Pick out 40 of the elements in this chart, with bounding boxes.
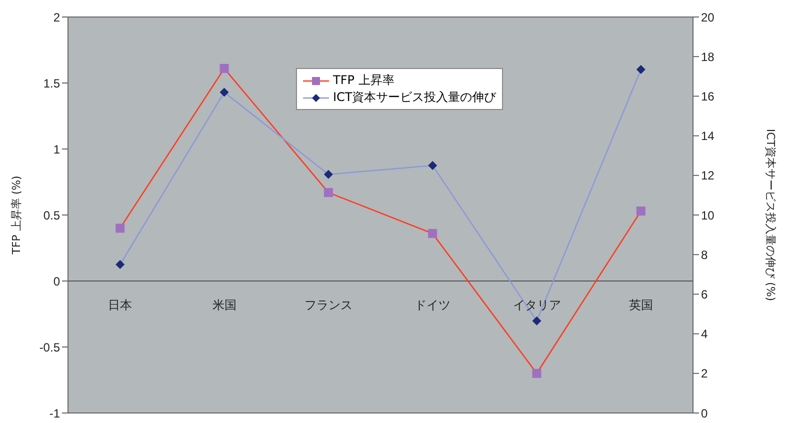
y-tick-label: 1 [53, 142, 60, 156]
y-tick-label: 1.5 [43, 76, 60, 90]
point [220, 88, 229, 97]
y2-tick-label: 18 [701, 50, 715, 64]
point [532, 368, 542, 378]
x-tick-label: 米国 [212, 298, 236, 312]
y2-tick-label: 14 [701, 129, 715, 144]
point [324, 188, 333, 198]
point [428, 161, 438, 170]
legend-label: ICT資本サービス投入量の伸び [333, 89, 496, 106]
point [428, 228, 438, 238]
y-tick-label: -0.5 [39, 340, 60, 354]
point [532, 316, 542, 326]
legend-label: TFP 上昇率 [333, 72, 394, 89]
y2-tick-label: 4 [701, 327, 708, 342]
point [220, 64, 229, 73]
y2-tick-label: 6 [701, 287, 708, 302]
y2-tick-label: 2 [701, 366, 708, 381]
y-tick-label: 0.5 [43, 208, 60, 222]
point [324, 170, 333, 179]
point [636, 206, 646, 216]
y2-tick-label: 8 [701, 248, 708, 262]
y-axis-title: TFP 上昇率 (%) [10, 176, 23, 256]
y2-tick-label: 20 [701, 10, 715, 24]
y2-tick-label: 0 [701, 406, 708, 420]
x-tick-label: 日本 [108, 298, 132, 312]
y-tick-label: -1 [49, 406, 60, 420]
x-tick-label: フランス [304, 298, 352, 312]
x-tick-label: 英国 [628, 298, 653, 312]
point [116, 224, 125, 233]
y2-tick-label: 16 [701, 89, 715, 104]
y-tick-label: 0 [53, 274, 60, 288]
y2-axis-title: ICT資本サービス投入量の伸び (%) [764, 128, 778, 302]
y-tick-label: 2 [53, 10, 60, 24]
point [116, 260, 125, 269]
x-tick-label: イタリア [512, 298, 561, 312]
point [636, 64, 646, 74]
x-tick-label: ドイツ [414, 298, 451, 312]
y2-tick-label: 10 [701, 208, 715, 222]
y2-tick-label: 12 [701, 168, 715, 183]
